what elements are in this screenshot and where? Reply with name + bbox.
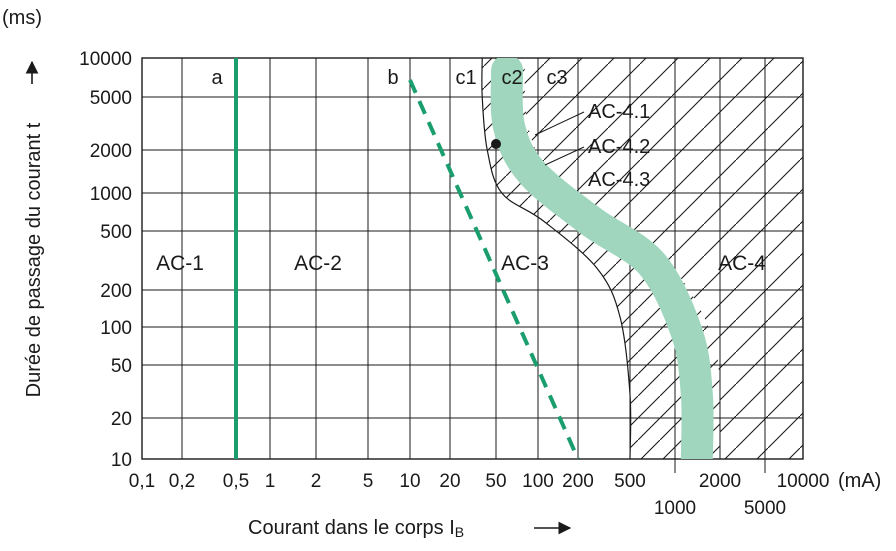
x-axis-title: Courant dans le corps IB (248, 517, 464, 540)
y-tick-label: 20 (111, 409, 132, 430)
y-tick-label: 2000 (90, 141, 132, 162)
x-tick-label: 200 (562, 471, 594, 492)
y-tick-label: 1000 (90, 184, 132, 205)
x-tick-label-lower: 1000 (654, 498, 696, 519)
x-tick-label: 500 (614, 471, 646, 492)
hatch-ac4-sub (481, 58, 721, 459)
curve-c2-band (490, 58, 714, 459)
x-tick-label: 0,5 (223, 471, 249, 492)
x-tick-label: 2000 (699, 471, 741, 492)
zone-label: AC-1 (156, 252, 204, 275)
y-tick-label: 500 (100, 222, 132, 243)
y-tick-label: 50 (111, 356, 132, 377)
x-tick-label: 50 (485, 471, 506, 492)
curve-c1 (481, 58, 632, 459)
curve-label-c2: c2 (501, 67, 522, 89)
x-tick-label: 2 (311, 471, 322, 492)
y-axis-title-text: Durée de passage du courant t (23, 122, 45, 397)
sub-zone-leader (544, 146, 585, 166)
zone-label: AC-4 (718, 252, 766, 275)
x-tick-label: 100 (522, 471, 554, 492)
marker-dot (491, 139, 501, 149)
sub-zone-leader (534, 111, 585, 136)
x-tick-label: 0,1 (129, 471, 155, 492)
y-tick-label: 10000 (79, 49, 132, 70)
x-tick-label: 10000 (777, 471, 830, 492)
curve-label-b: b (387, 67, 398, 89)
sub-zone-label: AC-4.2 (588, 136, 650, 158)
curve-label-a: a (211, 67, 223, 89)
zone-label: AC-3 (501, 252, 549, 275)
y-tick-label: 200 (100, 281, 132, 302)
plot-frame (141, 57, 804, 460)
y-tick-label: 100 (100, 318, 132, 339)
x-tick-label: 5 (363, 471, 374, 492)
x-axis-title-main: Courant dans le corps I (248, 517, 455, 539)
x-axis-title-sub: B (455, 524, 464, 540)
y-tick-label: 5000 (90, 88, 132, 109)
x-tick-label: 20 (439, 471, 460, 492)
series-layer (234, 58, 714, 459)
curve-label-c3: c3 (546, 67, 567, 89)
y-unit-label: (ms) (2, 7, 42, 29)
x-unit-label: (mA) (838, 470, 881, 492)
curve-b (408, 79, 580, 459)
x-tick-label: 1 (265, 471, 276, 492)
sub-zone-label: AC-4.1 (588, 101, 650, 123)
curve-label-c1: c1 (455, 67, 476, 89)
y-tick-label: 10 (111, 450, 132, 471)
x-tick-label-lower: 5000 (744, 498, 786, 519)
x-tick-label: 0,2 (169, 471, 195, 492)
sub-zone-label: AC-4.3 (588, 169, 650, 191)
x-tick-label: 10 (399, 471, 420, 492)
y-axis-title: Durée de passage du courant t (23, 122, 45, 397)
zone-label: AC-2 (294, 252, 342, 275)
label-layer: 0,1 0,2 0,5 1 2 5 10 20 50 100 200 500 2000 10000 1000… (79, 49, 829, 519)
